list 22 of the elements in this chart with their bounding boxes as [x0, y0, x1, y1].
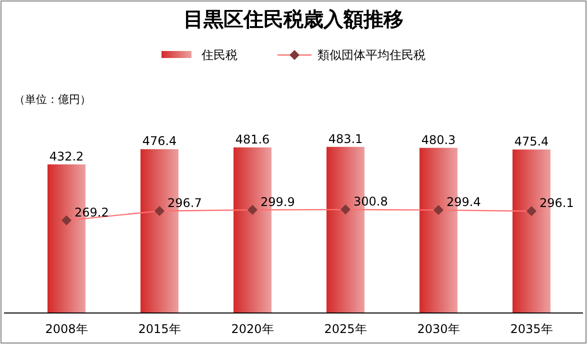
data-label: 296.7	[168, 196, 202, 210]
data-label: 475.4	[514, 134, 549, 149]
legend-label: 住民税	[200, 48, 238, 62]
data-label: 296.1	[540, 196, 574, 210]
x-tick-label: 2008年	[45, 322, 88, 336]
x-tick-label: 2015年	[138, 322, 181, 336]
text: （単位：億円）	[14, 93, 91, 106]
data-label: 481.6	[235, 132, 270, 146]
legend-label: 類似団体平均住民税	[318, 48, 426, 62]
data-label: 299.4	[446, 195, 481, 210]
data-label: 299.9	[260, 194, 295, 209]
x-tick-label: 2025年	[324, 322, 367, 336]
data-label: 269.2	[74, 205, 109, 220]
data-label: 300.8	[354, 194, 388, 209]
data-label: 480.3	[421, 132, 456, 147]
chart-title: 目黒区住民税歳入額推移	[184, 7, 404, 31]
data-label: 432.2	[49, 149, 84, 164]
data-label: 476.4	[142, 134, 177, 148]
data-label: 483.1	[328, 132, 363, 146]
x-tick-label: 2030年	[417, 322, 460, 336]
x-tick-label: 2035年	[510, 322, 553, 336]
x-tick-label: 2020年	[231, 322, 274, 336]
